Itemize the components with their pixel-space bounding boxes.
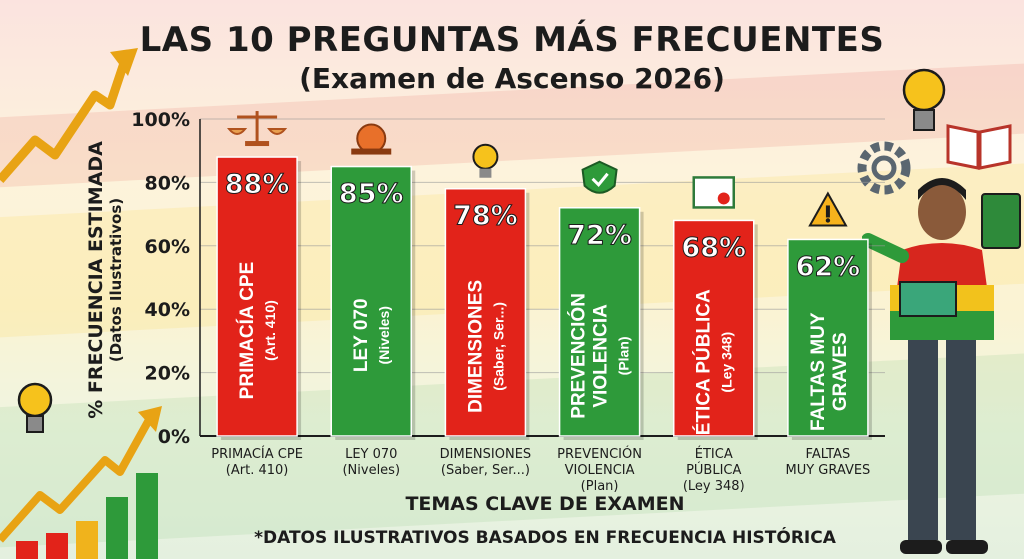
bar-sub-label: (Saber, Ser...)	[490, 302, 506, 391]
value-label: 72%	[567, 220, 632, 251]
value-label: 62%	[796, 251, 861, 282]
shield-check-icon	[581, 160, 618, 194]
x-tick-label: PRIMACÍA CPE	[211, 446, 303, 462]
value-label: 78%	[453, 201, 518, 232]
x-tick-label: VIOLENCIA	[565, 463, 635, 478]
bar-inner-label: VIOLENCIA	[591, 304, 612, 408]
x-tick-label: (Saber, Ser...)	[441, 463, 530, 478]
growth-arrow-top-left-icon	[0, 48, 138, 183]
bar	[330, 165, 412, 437]
bar	[787, 238, 869, 437]
book-icon	[946, 124, 1012, 170]
x-tick-label: (Plan)	[581, 479, 619, 494]
x-tick-label: (Art. 410)	[226, 463, 289, 478]
y-tick-label: 40%	[145, 299, 190, 321]
x-tick-label: PREVENCIÓN	[557, 446, 642, 462]
y-tick-label: 0%	[158, 426, 190, 448]
growth-bars-icon	[0, 406, 162, 559]
x-tick-label: DIMENSIONES	[440, 447, 532, 462]
green-book-icon	[981, 193, 1021, 249]
warning-icon	[808, 191, 848, 227]
bar	[558, 207, 641, 437]
bar-inner-label: PRIMACÍA CPE	[236, 262, 258, 400]
x-tick-label: (Ley 348)	[683, 479, 745, 494]
y-tick-label: 100%	[131, 109, 190, 131]
chart-subtitle: (Examen de Ascenso 2026)	[299, 62, 725, 95]
bar-inner-label: PREVENCIÓN	[568, 293, 590, 419]
x-tick-label: FALTAS	[806, 447, 851, 462]
x-tick-label: PÚBLICA	[686, 462, 741, 478]
footnote: *DATOS ILUSTRATIVOS BASADOS EN FRECUENCI…	[254, 528, 836, 548]
x-tick-label: ÉTICA	[695, 446, 733, 462]
bar-inner-label: FALTAS MUY	[808, 312, 829, 431]
x-tick-label: (Niveles)	[342, 463, 400, 478]
scales-icon	[227, 111, 288, 147]
bar-sub-label: (Plan)	[616, 336, 632, 375]
lightbulb-icon	[472, 143, 499, 178]
lightbulb-decor-right-icon	[902, 68, 946, 131]
value-label: 68%	[681, 232, 746, 263]
x-tick-label: MUY GRAVES	[786, 463, 871, 478]
bar-inner-label: GRAVES	[830, 332, 851, 411]
bar-sub-label: (Ley 348)	[719, 332, 735, 393]
bar-inner-label: LEY 070	[351, 298, 372, 372]
x-axis-title: TEMAS CLAVE DE EXAMEN	[405, 493, 685, 515]
bar	[444, 187, 527, 437]
certificate-icon	[692, 176, 735, 209]
chart-title: LAS 10 PREGUNTAS MÁS FRECUENTES	[139, 20, 885, 60]
value-label: 88%	[225, 169, 290, 200]
teacher-figure	[862, 178, 994, 554]
bar-inner-label: DIMENSIONES	[465, 280, 486, 413]
value-label: 85%	[339, 179, 404, 210]
gear-icon	[857, 141, 911, 195]
bar	[673, 219, 755, 437]
y-tick-label: 20%	[145, 363, 190, 385]
y-tick-label: 60%	[145, 236, 190, 258]
lightbulb-decor-icon	[17, 382, 53, 433]
bar	[216, 156, 298, 437]
x-tick-label: LEY 070	[345, 447, 397, 462]
bar-inner-label: ÉTICA PÚBLICA	[693, 289, 715, 435]
bar-sub-label: (Niveles)	[376, 306, 392, 364]
bar-sub-label: (Art. 410)	[262, 300, 278, 361]
y-tick-label: 80%	[145, 172, 190, 194]
alarm-bell-icon	[351, 123, 392, 155]
